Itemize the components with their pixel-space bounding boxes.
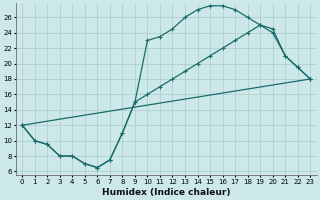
X-axis label: Humidex (Indice chaleur): Humidex (Indice chaleur) [102,188,230,197]
